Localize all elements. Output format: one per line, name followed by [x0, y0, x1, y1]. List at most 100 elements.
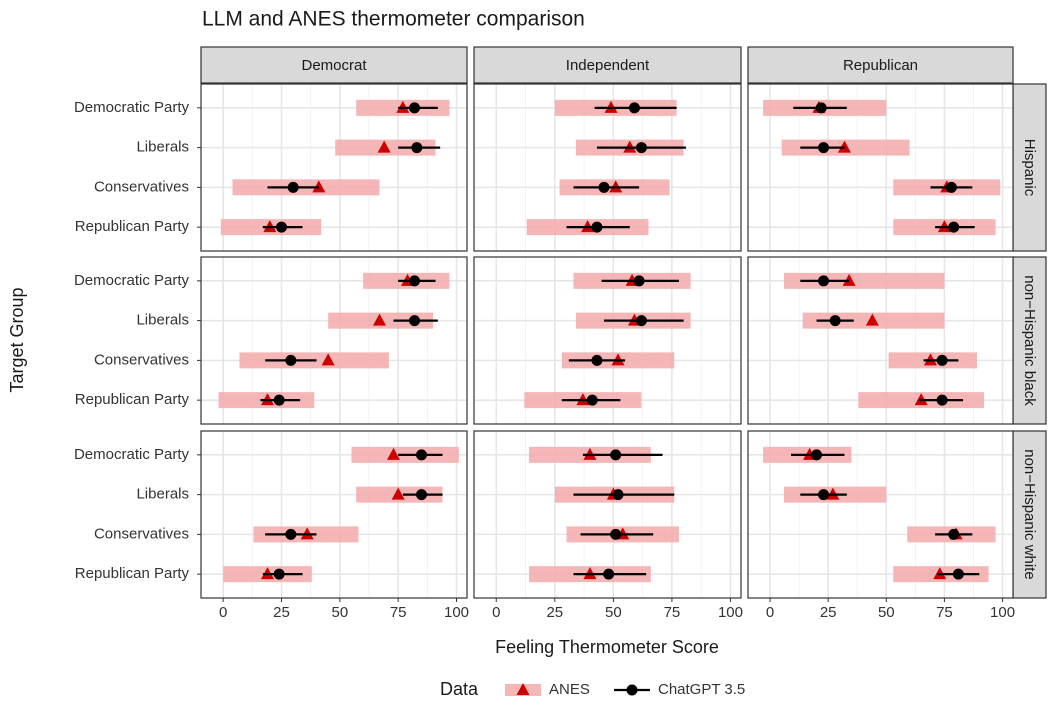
- chatgpt-point: [936, 394, 948, 406]
- chatgpt-point: [591, 221, 603, 233]
- anes-point: [377, 140, 391, 153]
- legend-label: ChatGPT 3.5: [658, 681, 745, 698]
- anes-point: [373, 313, 386, 326]
- chatgpt-point: [416, 489, 427, 501]
- panel-border: [473, 256, 742, 425]
- chatgpt-point: [815, 102, 827, 114]
- panel-border: [747, 430, 1014, 599]
- y-tick-label: Republican Party: [75, 218, 190, 235]
- anes-point: [321, 353, 335, 366]
- y-tick-label: Democratic Party: [74, 446, 190, 463]
- chatgpt-point: [818, 275, 830, 287]
- x-tick-label: 75: [936, 604, 953, 621]
- x-tick-label: 100: [990, 604, 1015, 621]
- y-tick-label: Democratic Party: [74, 272, 190, 289]
- chatgpt-point: [411, 142, 423, 154]
- chatgpt-point: [591, 354, 603, 366]
- chatgpt-point: [948, 221, 960, 233]
- y-tick-label: Conservatives: [94, 178, 189, 195]
- row-strip-label: non−Hispanic white: [1021, 449, 1038, 580]
- anes-point: [391, 487, 405, 500]
- anes-point: [865, 313, 879, 326]
- chatgpt-point: [285, 528, 297, 540]
- row-strip: [1012, 83, 1047, 252]
- chatgpt-point: [633, 275, 645, 287]
- chatgpt-point: [628, 102, 640, 114]
- chatgpt-point: [586, 394, 598, 406]
- x-tick-label: 100: [444, 604, 469, 621]
- chatgpt-point: [598, 181, 610, 193]
- chatgpt-point: [273, 394, 285, 406]
- chatgpt-point: [829, 315, 841, 327]
- x-tick-label: 50: [331, 604, 348, 621]
- panel-border: [747, 256, 1014, 425]
- chatgpt-point: [936, 354, 948, 366]
- x-tick-label: 0: [219, 604, 227, 621]
- x-tick-label: 0: [492, 604, 500, 621]
- chatgpt-point: [409, 275, 420, 287]
- panel-border: [200, 430, 468, 599]
- y-tick-label: Liberals: [136, 486, 189, 503]
- legend-key-anes: [516, 683, 530, 695]
- y-tick-label: Republican Party: [75, 391, 190, 408]
- y-tick-label: Conservatives: [94, 525, 189, 542]
- anes-point: [387, 447, 400, 460]
- chatgpt-point: [952, 568, 964, 580]
- column-strip-label: Democrat: [301, 57, 367, 74]
- chatgpt-point: [276, 221, 287, 233]
- x-tick-label: 100: [718, 604, 743, 621]
- chatgpt-point: [818, 489, 830, 501]
- row-strip: [1012, 256, 1047, 425]
- y-tick-label: Liberals: [136, 139, 189, 156]
- y-axis-label: Target Group: [7, 287, 27, 392]
- column-strip: [200, 46, 468, 84]
- chatgpt-point: [409, 102, 420, 114]
- column-strip-label: Independent: [566, 57, 650, 74]
- x-tick-label: 75: [390, 604, 407, 621]
- y-tick-label: Liberals: [136, 312, 189, 329]
- chatgpt-point: [287, 181, 299, 193]
- chatgpt-point: [635, 315, 647, 327]
- panel-border: [200, 83, 468, 252]
- column-strip-label: Republican: [843, 57, 918, 74]
- legend-key-chatgpt: [626, 684, 638, 696]
- panel-border: [200, 256, 468, 425]
- x-tick-label: 25: [273, 604, 290, 621]
- chatgpt-point: [612, 489, 624, 501]
- chatgpt-point: [945, 181, 957, 193]
- chatgpt-point: [818, 142, 830, 154]
- x-tick-label: 50: [605, 604, 622, 621]
- chatgpt-point: [273, 568, 285, 580]
- x-axis-label: Feeling Thermometer Score: [495, 637, 719, 657]
- chatgpt-point: [948, 528, 960, 540]
- legend-label: ANES: [549, 681, 590, 698]
- y-tick-label: Conservatives: [94, 351, 189, 368]
- chatgpt-point: [610, 449, 622, 461]
- legend-title: Data: [440, 679, 479, 699]
- row-strip: [1012, 430, 1047, 599]
- chatgpt-point: [811, 449, 823, 461]
- chatgpt-point: [610, 528, 622, 540]
- chatgpt-point: [635, 142, 647, 154]
- chart-title: LLM and ANES thermometer comparison: [202, 8, 585, 31]
- panel-border: [473, 83, 742, 252]
- y-tick-label: Democratic Party: [74, 99, 190, 116]
- x-tick-label: 25: [546, 604, 563, 621]
- panel-border: [747, 83, 1014, 252]
- row-strip-label: non−Hispanic black: [1021, 275, 1038, 406]
- x-tick-label: 75: [664, 604, 681, 621]
- chatgpt-point: [603, 568, 615, 580]
- x-tick-label: 0: [766, 604, 774, 621]
- x-tick-label: 50: [878, 604, 895, 621]
- x-tick-label: 25: [820, 604, 837, 621]
- column-strip: [473, 46, 742, 84]
- chatgpt-point: [409, 315, 420, 327]
- panel-border: [473, 430, 742, 599]
- y-tick-label: Republican Party: [75, 565, 190, 582]
- chatgpt-point: [416, 449, 427, 461]
- chatgpt-point: [285, 354, 297, 366]
- row-strip-label: Hispanic: [1021, 139, 1038, 197]
- column-strip: [747, 46, 1014, 84]
